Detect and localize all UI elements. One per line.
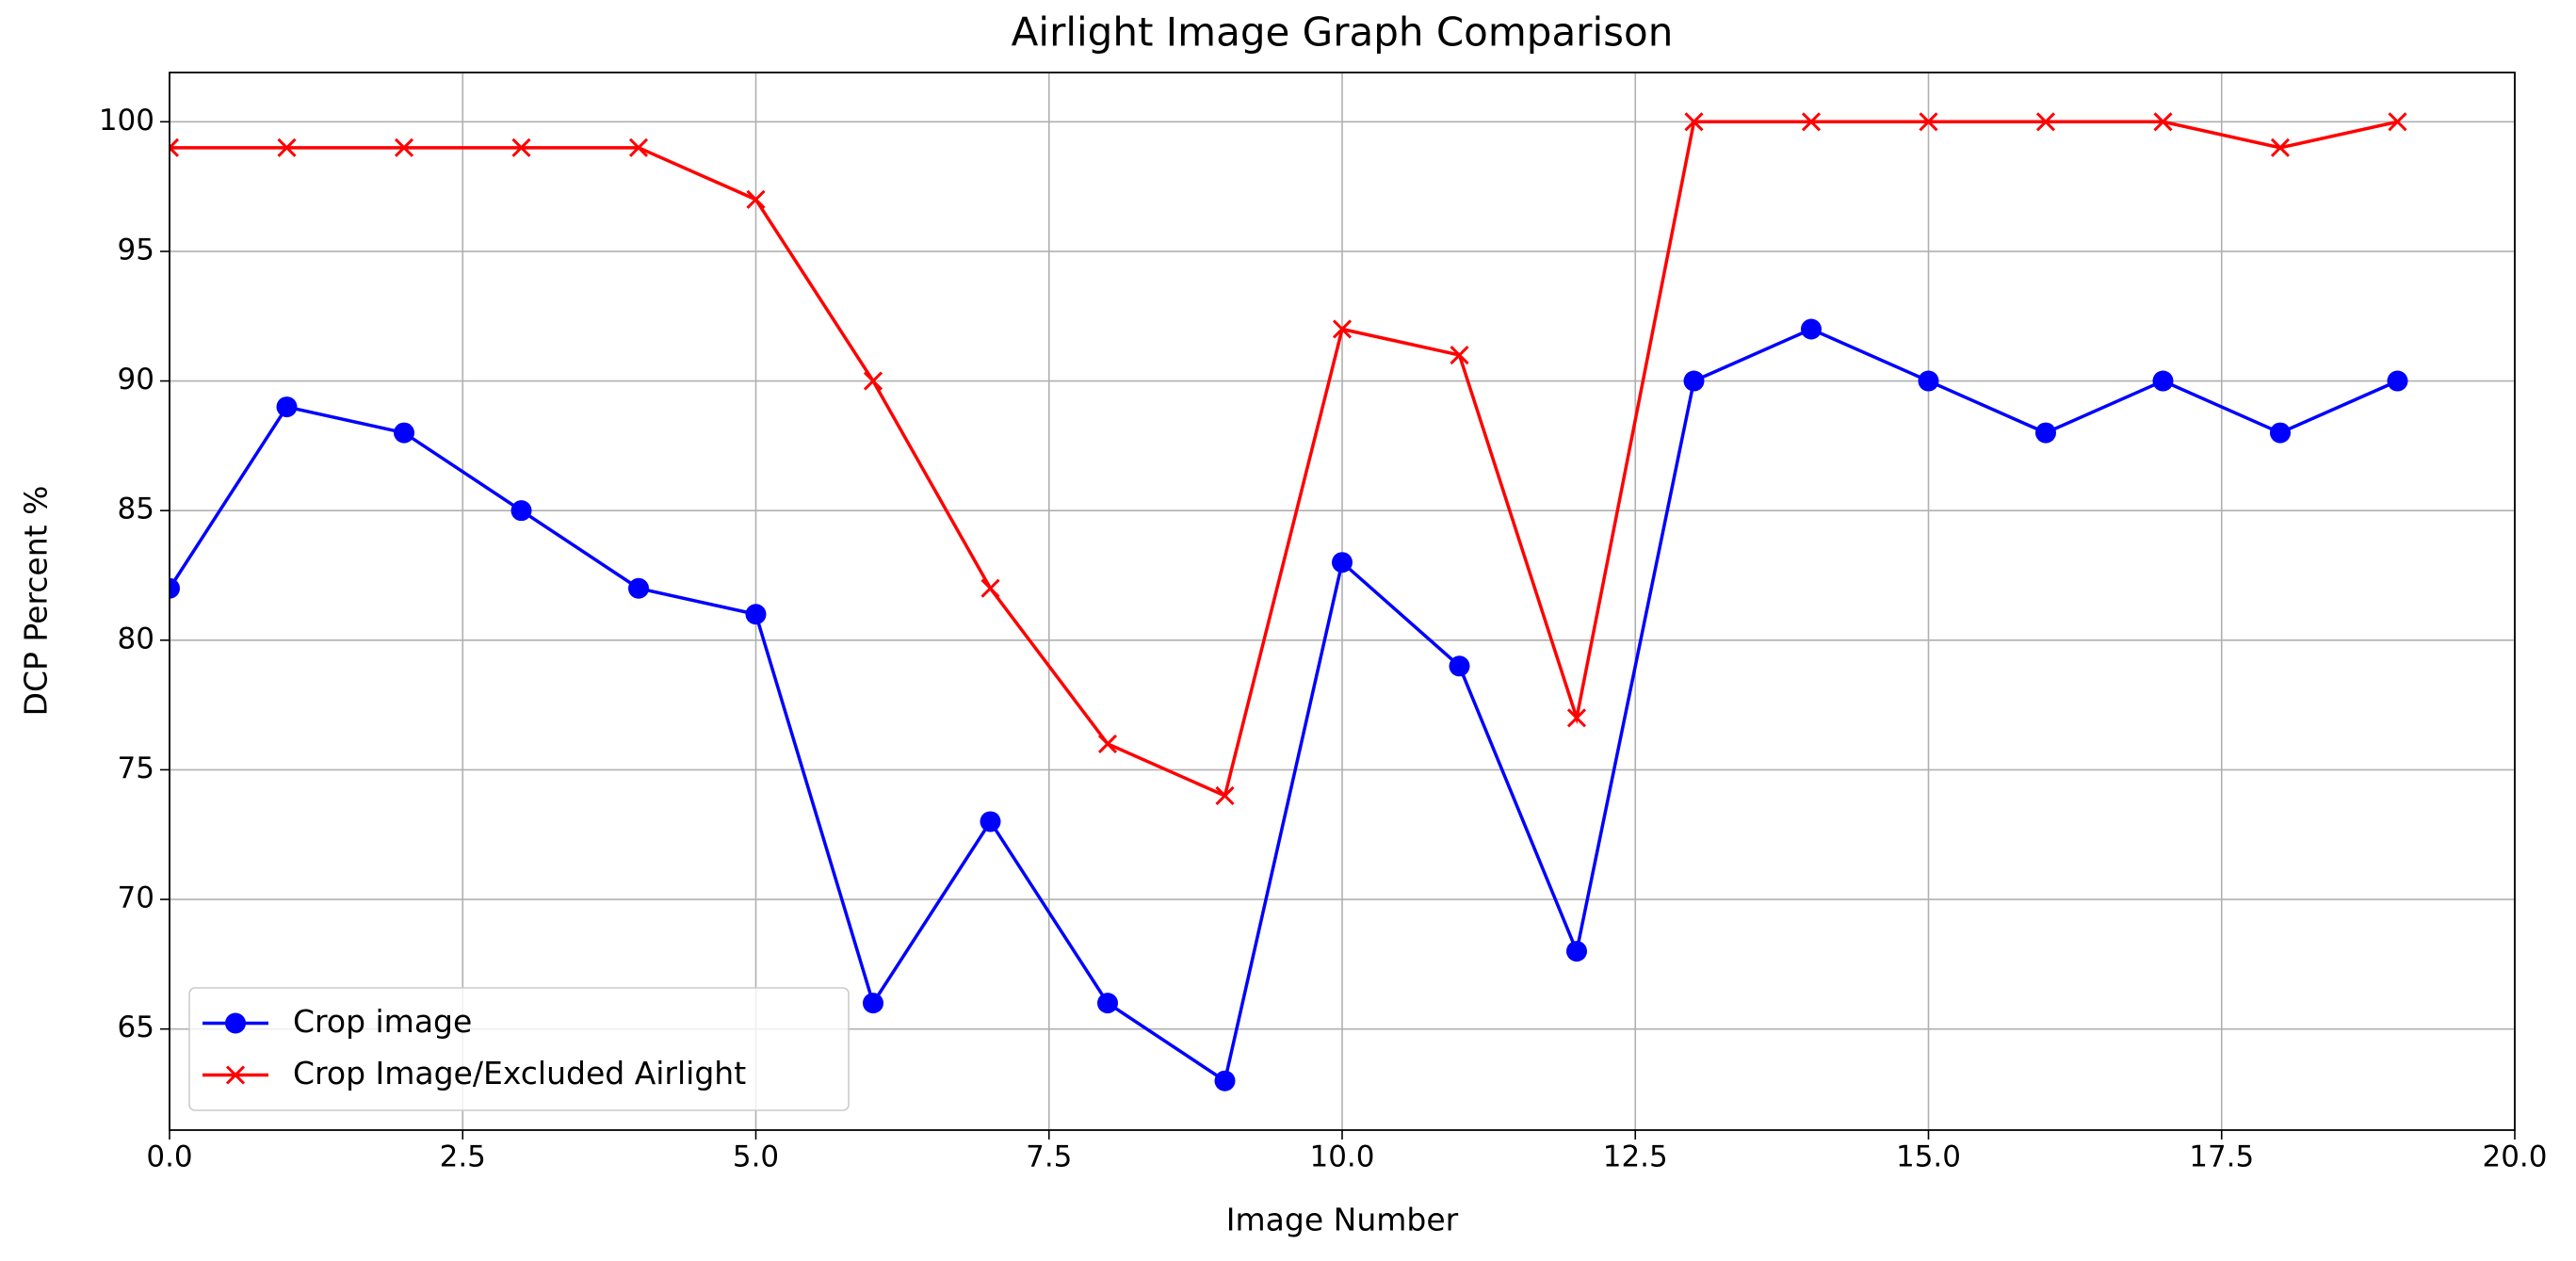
legend-label: Crop Image/Excluded Airlight bbox=[293, 1055, 746, 1091]
chart-title: Airlight Image Graph Comparison bbox=[1012, 9, 1674, 56]
point-marker bbox=[2387, 370, 2408, 392]
point-marker bbox=[170, 137, 180, 157]
y-tick-label: 70 bbox=[118, 881, 154, 915]
point-marker bbox=[1801, 112, 1822, 132]
point-marker bbox=[863, 993, 883, 1014]
y-tick-label: 100 bbox=[99, 104, 154, 137]
x-tick-label: 20.0 bbox=[2482, 1140, 2547, 1174]
y-tick-label: 75 bbox=[118, 752, 154, 785]
series-line bbox=[170, 327, 2399, 1084]
x-tick-label: 12.5 bbox=[1603, 1140, 1668, 1174]
point-marker bbox=[276, 396, 298, 418]
y-tick-label: 65 bbox=[118, 1010, 154, 1044]
point-marker bbox=[1449, 655, 1470, 677]
point-marker bbox=[511, 137, 531, 157]
point-marker bbox=[1332, 552, 1353, 574]
point-marker bbox=[628, 577, 649, 599]
point-marker bbox=[394, 422, 414, 444]
point-marker bbox=[1566, 941, 1587, 962]
point-marker bbox=[2270, 137, 2291, 157]
point-marker bbox=[1683, 370, 1705, 392]
point-marker bbox=[1215, 785, 1235, 805]
point-marker bbox=[2035, 422, 2056, 444]
legend-marker bbox=[225, 1065, 246, 1085]
point-marker bbox=[1918, 370, 1939, 392]
point-marker bbox=[277, 137, 297, 157]
y-tick-label: 95 bbox=[118, 233, 154, 267]
y-tick-label: 85 bbox=[118, 493, 154, 526]
point-marker bbox=[980, 811, 1001, 833]
x-tick-label: 15.0 bbox=[1896, 1140, 1961, 1174]
y-tick-label: 90 bbox=[118, 363, 154, 396]
x-tick-label: 17.5 bbox=[2189, 1140, 2254, 1174]
point-marker bbox=[863, 371, 883, 391]
point-marker bbox=[2388, 112, 2407, 132]
point-marker bbox=[980, 578, 1000, 598]
point-marker bbox=[1450, 345, 1469, 365]
point-marker bbox=[628, 137, 649, 157]
point-marker bbox=[510, 500, 532, 522]
point-marker bbox=[746, 189, 766, 209]
point-marker bbox=[170, 577, 180, 599]
x-tick-label: 0.0 bbox=[146, 1140, 192, 1174]
point-marker bbox=[2152, 370, 2174, 392]
point-marker bbox=[1566, 708, 1587, 728]
x-tick-label: 5.0 bbox=[733, 1140, 779, 1174]
point-marker bbox=[1919, 112, 1938, 132]
legend-label: Crop image bbox=[293, 1003, 472, 1040]
point-marker bbox=[1214, 1070, 1236, 1091]
x-axis-label: Image Number bbox=[1226, 1202, 1459, 1238]
x-tick-label: 7.5 bbox=[1026, 1140, 1072, 1174]
x-tick-label: 10.0 bbox=[1309, 1140, 1374, 1174]
plot-frame bbox=[169, 72, 2516, 1131]
point-marker bbox=[2270, 422, 2291, 444]
series-line bbox=[170, 120, 2398, 799]
point-marker bbox=[1097, 734, 1118, 753]
point-marker bbox=[1332, 319, 1353, 339]
point-marker bbox=[394, 137, 414, 157]
point-marker bbox=[1801, 318, 1822, 340]
point-marker bbox=[2035, 112, 2056, 132]
point-marker bbox=[1097, 993, 1118, 1014]
y-tick-label: 80 bbox=[118, 622, 154, 655]
point-marker bbox=[1684, 112, 1704, 132]
x-tick-label: 2.5 bbox=[440, 1140, 486, 1174]
legend-box bbox=[188, 987, 850, 1111]
legend-marker bbox=[225, 1012, 246, 1034]
point-marker bbox=[2153, 112, 2173, 132]
y-axis-label: DCP Percent % bbox=[18, 486, 55, 717]
point-marker bbox=[745, 604, 767, 625]
